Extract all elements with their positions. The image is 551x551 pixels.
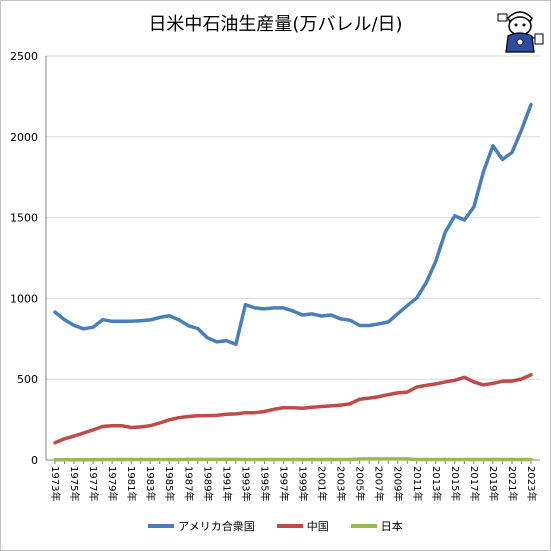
x-tick-label: 1983年 xyxy=(144,466,157,501)
x-tick-label: 2015年 xyxy=(449,466,462,501)
x-tick-label: 1973年 xyxy=(49,466,62,501)
x-tick-label: 1987年 xyxy=(182,466,195,501)
y-tick-label: 1500 xyxy=(10,212,38,225)
gridlines xyxy=(46,55,540,380)
axes xyxy=(45,56,540,464)
x-tick-label: 1993年 xyxy=(239,466,252,501)
y-tick-label: 500 xyxy=(17,373,38,386)
legend-swatch-usa xyxy=(148,524,175,528)
x-tick-label: 1977年 xyxy=(87,466,100,501)
chart-title: 日米中石油生産量(万バレル/日) xyxy=(148,14,403,35)
x-tick-label: 2011年 xyxy=(411,466,424,501)
x-tick-label: 1981年 xyxy=(125,466,138,501)
y-tick-label: 0 xyxy=(31,454,38,467)
legend-item-usa: アメリカ合衆国 xyxy=(148,518,255,534)
x-tick-label: 1991年 xyxy=(220,466,233,501)
series-line-china xyxy=(53,373,533,445)
x-tick-label: 1995年 xyxy=(258,466,271,501)
legend-label-usa: アメリカ合衆国 xyxy=(178,520,255,533)
x-tick-label: 2017年 xyxy=(468,466,481,501)
x-tick-label: 1989年 xyxy=(201,466,214,501)
legend-swatch-china xyxy=(276,524,303,528)
x-tick-label: 1975年 xyxy=(68,466,81,501)
legend-label-japan: 日本 xyxy=(380,520,403,533)
legend-item-japan: 日本 xyxy=(350,518,403,534)
x-tick-label: 1985年 xyxy=(163,466,176,501)
legend: アメリカ合衆国 中国 日本 xyxy=(0,518,551,534)
y-tick-label: 1000 xyxy=(10,292,38,305)
mascot-logo xyxy=(494,4,546,58)
legend-item-china: 中国 xyxy=(276,518,329,534)
series-line-japan xyxy=(53,457,533,462)
y-tick-labels: 0 500 1000 1500 2000 2500 xyxy=(10,50,38,467)
x-tick-label: 1999年 xyxy=(297,466,310,501)
x-tick-label: 2023年 xyxy=(525,466,538,501)
legend-swatch-japan xyxy=(350,524,377,528)
x-tick-label: 2003年 xyxy=(335,466,348,501)
x-tick-labels: 1973年 1975年 1977年 1979年 1981年 1983年 1985年 1987年… xyxy=(49,466,538,501)
legend-label-china: 中国 xyxy=(306,520,329,533)
x-tick-label: 2007年 xyxy=(373,466,386,501)
x-tick-label: 1979年 xyxy=(106,466,119,501)
y-tick-label: 2500 xyxy=(10,50,38,63)
x-tick-label: 1997年 xyxy=(277,466,290,501)
x-tick-label: 2001年 xyxy=(316,466,329,501)
x-tick-label: 2009年 xyxy=(392,466,405,501)
x-tick-label: 2013年 xyxy=(430,466,443,501)
series-lines xyxy=(53,102,533,462)
y-tick-label: 2000 xyxy=(10,131,38,144)
series-line-usa xyxy=(53,102,533,347)
x-tick-label: 2005年 xyxy=(354,466,367,501)
x-tick-label: 2019年 xyxy=(487,466,500,501)
x-tick-label: 2021年 xyxy=(506,466,519,501)
